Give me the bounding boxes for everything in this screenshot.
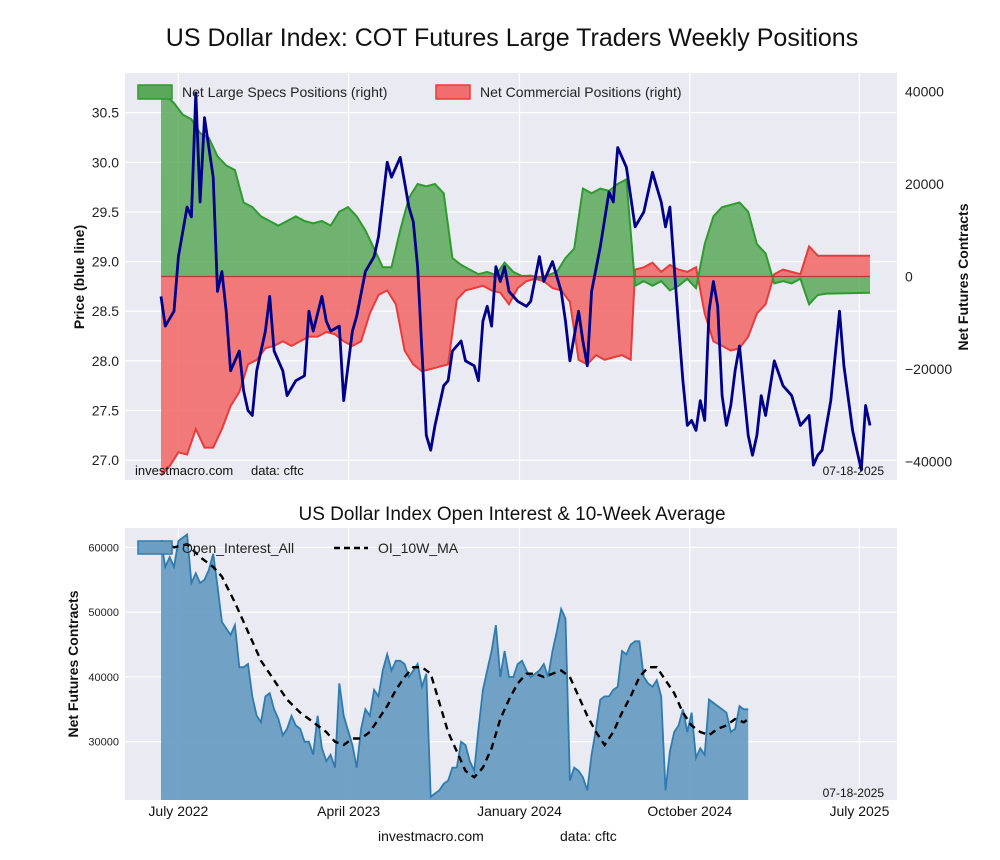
- price-tick: 28.5: [92, 303, 119, 319]
- oi-tick: 30000: [88, 737, 119, 749]
- x-tick: July 2025: [829, 803, 889, 819]
- footer-site: investmacro.com: [378, 828, 484, 844]
- watermark-site: investmacro.com: [135, 463, 233, 478]
- net-positions-axis-ticks: 40000 20000 0 −20000 −40000: [905, 84, 952, 470]
- price-date-stamp: 07-18-2025: [823, 464, 885, 478]
- price-line-group: [159, 91, 872, 472]
- oi-axis-label: Net Futures Contracts: [65, 590, 81, 737]
- legend-oi-swatch: [137, 540, 173, 555]
- footer-data: data: cftc: [560, 828, 617, 844]
- figure-title: US Dollar Index: COT Futures Large Trade…: [166, 24, 858, 52]
- net-tick: −20000: [905, 361, 952, 377]
- price-tick: 27.5: [92, 403, 119, 419]
- oi-tick: 40000: [88, 672, 119, 684]
- price-tick: 27.0: [92, 452, 119, 468]
- oi-tick: 50000: [88, 607, 119, 619]
- watermark-data: data: cftc: [251, 463, 304, 478]
- price-tick: 29.0: [92, 254, 119, 270]
- legend-commercial-label: Net Commercial Positions (right): [480, 84, 682, 100]
- price-line: [159, 91, 872, 472]
- open-interest-area: [160, 534, 749, 800]
- price-tick: 28.0: [92, 353, 119, 369]
- oi-date-stamp: 07-18-2025: [823, 786, 885, 800]
- x-tick: July 2022: [148, 803, 208, 819]
- x-axis-ticks: July 2022 April 2023 January 2024 October 2…: [148, 803, 889, 819]
- x-tick: October 2024: [647, 803, 732, 819]
- x-tick: April 2023: [317, 803, 380, 819]
- oi-ma-line-group: [160, 539, 749, 779]
- price-tick: 30.0: [92, 154, 119, 170]
- legend-oi-label: Open_Interest_All: [182, 540, 294, 556]
- net-tick: −40000: [905, 454, 952, 470]
- commercial-area: [160, 246, 870, 476]
- specs-area: [160, 91, 870, 305]
- legend-specs-label: Net Large Specs Positions (right): [182, 84, 387, 100]
- net-positions-axis-label: Net Futures Contracts: [955, 203, 971, 350]
- oi-panel-title: US Dollar Index Open Interest & 10-Week …: [298, 504, 725, 525]
- net-tick: 40000: [905, 84, 944, 100]
- open-interest-line: [160, 532, 749, 799]
- legend-ma-label: OI_10W_MA: [378, 540, 459, 556]
- price-axis-label: Price (blue line): [71, 225, 87, 329]
- legend-commercial-swatch: [435, 84, 471, 100]
- net-tick: 20000: [905, 176, 944, 192]
- price-tick: 29.5: [92, 204, 119, 220]
- net-tick: 0: [905, 269, 913, 285]
- price-tick: 30.5: [92, 105, 119, 121]
- open-interest-area-group: [160, 532, 749, 800]
- oi-ma-line: [160, 539, 749, 779]
- x-tick: January 2024: [477, 803, 562, 819]
- price-axis-ticks: 30.5 30.0 29.5 29.0 28.5 28.0 27.5 27.0: [92, 105, 119, 468]
- oi-tick: 60000: [88, 542, 119, 554]
- oi-axis-ticks: 60000 50000 40000 30000: [88, 542, 119, 748]
- legend-specs-swatch: [137, 84, 173, 100]
- specs-line: [160, 90, 871, 307]
